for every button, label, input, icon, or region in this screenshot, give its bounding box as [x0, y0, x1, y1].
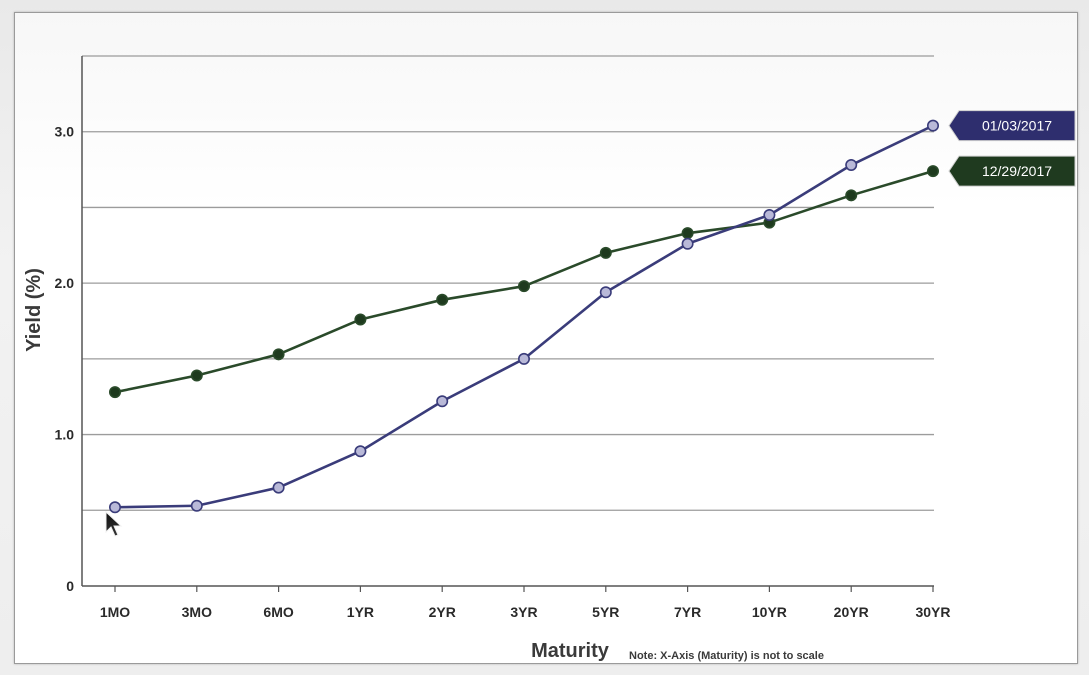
chart-frame	[14, 12, 1078, 664]
data-point	[190, 369, 203, 382]
series-line	[114, 124, 934, 509]
x-tick-label: 20YR	[834, 604, 869, 620]
data-point	[109, 501, 122, 514]
x-tick-label: 2YR	[429, 604, 456, 620]
x-tick-label: 3MO	[182, 604, 212, 620]
x-tick-label: 10YR	[752, 604, 787, 620]
x-tick-label: 3YR	[510, 604, 537, 620]
data-point	[681, 227, 694, 240]
y-tick-label: 1.0	[55, 427, 75, 443]
x-tick-label: 6MO	[263, 604, 293, 620]
data-point	[354, 445, 367, 458]
series-label-text: 12/29/2017	[982, 163, 1052, 179]
x-axis-title: Maturity	[531, 640, 610, 662]
grid-lines	[82, 55, 934, 511]
data-point	[845, 159, 858, 172]
data-point	[763, 209, 776, 222]
x-tick-label: 1YR	[347, 604, 374, 620]
series-end-label: 01/03/2017	[948, 110, 1076, 142]
y-tick-label: 2.0	[55, 275, 75, 291]
data-point	[926, 165, 939, 178]
data-point	[436, 293, 449, 306]
data-point	[926, 119, 939, 132]
data-point	[190, 499, 203, 512]
data-point	[599, 286, 612, 299]
y-tick-label: 3.0	[55, 124, 75, 140]
axes: 0 1.0 2.0 3.0 1MO 3MO 6MO 1YR 2YR 3YR 5YR 7YR 10YR 20…	[55, 56, 951, 620]
data-point	[517, 352, 530, 365]
series-labels: 01/03/2017 12/29/2017	[948, 110, 1076, 187]
label-box	[948, 155, 1076, 187]
y-tick-label: 0	[66, 578, 74, 594]
y-axis-title: Yield (%)	[23, 268, 45, 352]
data-point	[109, 386, 122, 399]
x-tick-label: 1MO	[100, 604, 130, 620]
data-point	[354, 313, 367, 326]
data-point	[272, 481, 285, 494]
x-tick-label: 30YR	[915, 604, 950, 620]
x-tick-label: 5YR	[592, 604, 619, 620]
label-box	[948, 110, 1076, 142]
series-label-text: 01/03/2017	[982, 118, 1052, 134]
data-point	[272, 348, 285, 361]
data-point	[599, 246, 612, 259]
mouse-cursor-icon	[105, 510, 123, 537]
data-point	[845, 189, 858, 202]
data-point	[517, 280, 530, 293]
x-axis-note: Note: X-Axis (Maturity) is not to scale	[629, 650, 824, 662]
data-point	[681, 237, 694, 250]
series-lines	[109, 119, 939, 514]
series-end-label: 12/29/2017	[948, 155, 1076, 187]
x-tick-label: 7YR	[674, 604, 701, 620]
data-point	[436, 395, 449, 408]
